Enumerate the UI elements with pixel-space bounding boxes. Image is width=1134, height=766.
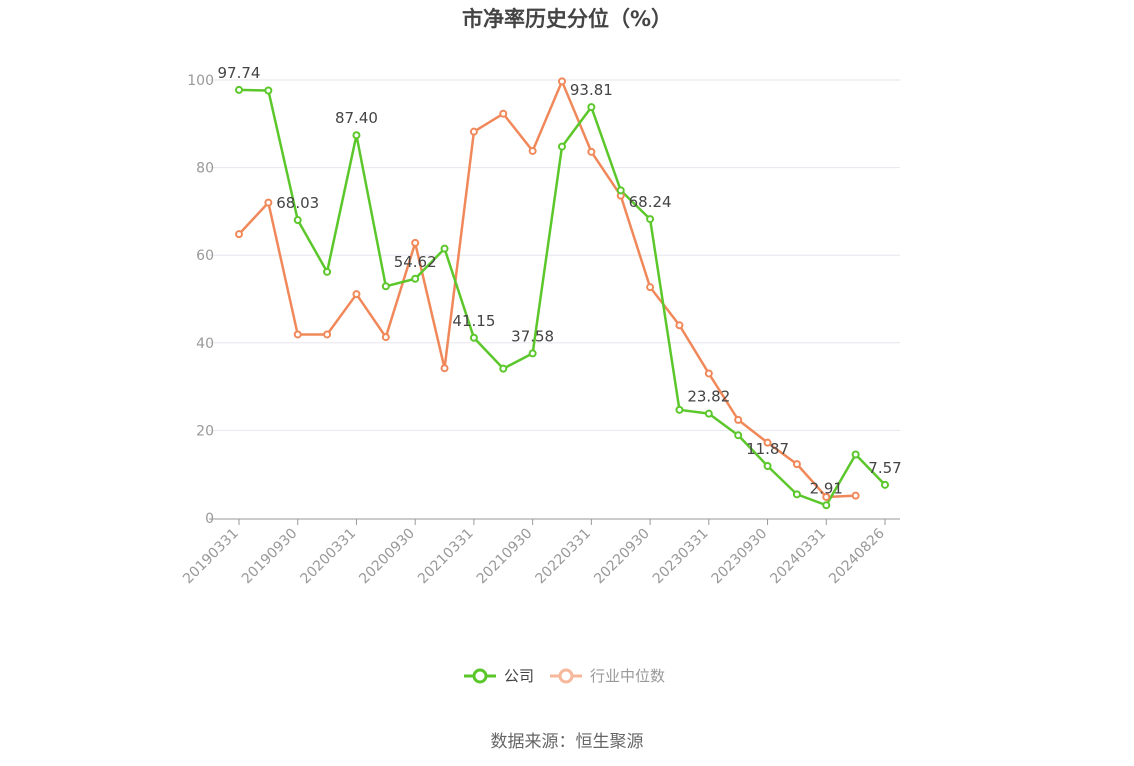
- series-line-industry-median: [238, 80, 856, 499]
- data-label: 11.87: [746, 440, 789, 458]
- y-tick-label: 80: [196, 161, 214, 177]
- data-label: 7.57: [868, 459, 901, 477]
- legend: 公司 行业中位数: [464, 667, 665, 685]
- data-point-company[interactable]: [792, 490, 801, 499]
- data-point-company[interactable]: [881, 480, 889, 489]
- data-point-company[interactable]: [558, 142, 566, 151]
- x-tick-label: 20190930: [239, 526, 301, 588]
- data-point-company[interactable]: [616, 186, 625, 195]
- data-point-company[interactable]: [646, 215, 655, 224]
- data-label: 93.81: [570, 81, 613, 99]
- data-point-company[interactable]: [235, 85, 243, 94]
- x-tick-label: 20220331: [532, 526, 594, 588]
- data-point-industry-median[interactable]: [587, 147, 596, 156]
- data-point-company[interactable]: [411, 274, 420, 283]
- data-label: 87.40: [335, 109, 378, 127]
- data-point-company[interactable]: [675, 405, 684, 414]
- legend-item-industry-median[interactable]: 行业中位数: [550, 667, 665, 685]
- data-point-industry-median[interactable]: [440, 364, 449, 373]
- data-point-company[interactable]: [323, 267, 332, 276]
- data-point-company[interactable]: [528, 349, 537, 358]
- legend-industry-marker: [558, 668, 574, 684]
- data-point-company[interactable]: [704, 409, 713, 418]
- data-point-industry-median[interactable]: [469, 127, 478, 136]
- data-point-company[interactable]: [822, 501, 831, 510]
- chart-title: 市净率历史分位（%）: [462, 7, 672, 31]
- y-tick-label: 20: [196, 423, 214, 439]
- x-tick-label: 20190331: [180, 526, 242, 588]
- data-point-industry-median[interactable]: [499, 109, 508, 118]
- data-point-industry-median[interactable]: [411, 238, 420, 247]
- y-tick-label: 60: [196, 248, 214, 264]
- data-label: 37.58: [511, 327, 554, 345]
- data-point-industry-median[interactable]: [381, 333, 390, 342]
- data-label: 68.24: [629, 193, 672, 211]
- data-point-industry-median[interactable]: [792, 460, 801, 469]
- data-point-industry-median[interactable]: [558, 77, 566, 86]
- data-point-industry-median[interactable]: [293, 330, 302, 339]
- data-point-company[interactable]: [499, 364, 508, 373]
- data-label: 2.91: [810, 479, 843, 497]
- data-labels: 97.74 68.03 87.40 54.62 41.15 37.58 93.81 68.24…: [218, 64, 902, 497]
- data-point-industry-median[interactable]: [646, 283, 655, 292]
- x-tick-label: 20200930: [356, 526, 418, 588]
- y-tick-label: 100: [187, 73, 214, 89]
- legend-company-label: 公司: [504, 667, 534, 685]
- source-note: 数据来源：恒生聚源: [491, 732, 644, 752]
- legend-company-marker: [472, 668, 488, 684]
- data-point-company[interactable]: [734, 431, 743, 440]
- data-point-company[interactable]: [352, 131, 361, 140]
- data-point-industry-median[interactable]: [528, 146, 537, 155]
- x-axis: 2019033120190930202003312020093020210331…: [180, 518, 900, 588]
- data-point-company[interactable]: [264, 86, 273, 95]
- data-point-industry-median[interactable]: [734, 415, 743, 424]
- data-point-company[interactable]: [587, 103, 596, 112]
- x-tick-label: 20230930: [709, 526, 771, 588]
- x-tick-label: 20200331: [298, 526, 360, 588]
- data-point-industry-median[interactable]: [851, 491, 860, 500]
- data-point-industry-median[interactable]: [763, 438, 772, 447]
- data-label: 41.15: [452, 312, 495, 330]
- data-label: 54.62: [394, 253, 437, 271]
- data-point-industry-median[interactable]: [264, 198, 273, 207]
- data-label: 23.82: [687, 388, 730, 406]
- x-tick-label: 20230331: [650, 526, 712, 588]
- x-tick-label: 20240331: [767, 526, 829, 588]
- y-tick-label: 40: [196, 336, 214, 352]
- x-tick-label: 20210930: [474, 526, 536, 588]
- x-tick-label: 20220930: [591, 526, 653, 588]
- data-label: 97.74: [218, 64, 261, 82]
- data-label: 68.03: [276, 194, 319, 212]
- data-point-company[interactable]: [440, 244, 449, 253]
- data-point-company[interactable]: [851, 450, 860, 459]
- x-tick-label: 20240826: [826, 525, 888, 587]
- data-point-industry-median[interactable]: [323, 330, 332, 339]
- data-point-company[interactable]: [381, 282, 390, 291]
- data-point-industry-median[interactable]: [704, 369, 713, 378]
- data-point-company[interactable]: [763, 462, 772, 471]
- data-point-industry-median[interactable]: [352, 290, 361, 299]
- series-points: [235, 77, 889, 510]
- legend-item-company[interactable]: 公司: [464, 667, 534, 685]
- gridlines: [209, 79, 900, 431]
- data-point-industry-median[interactable]: [822, 492, 831, 501]
- data-point-industry-median[interactable]: [675, 321, 684, 330]
- data-point-industry-median[interactable]: [235, 230, 243, 239]
- data-point-company[interactable]: [469, 333, 478, 342]
- data-point-company[interactable]: [293, 216, 302, 225]
- x-tick-label: 20210331: [415, 526, 477, 588]
- legend-industry-label: 行业中位数: [590, 667, 665, 685]
